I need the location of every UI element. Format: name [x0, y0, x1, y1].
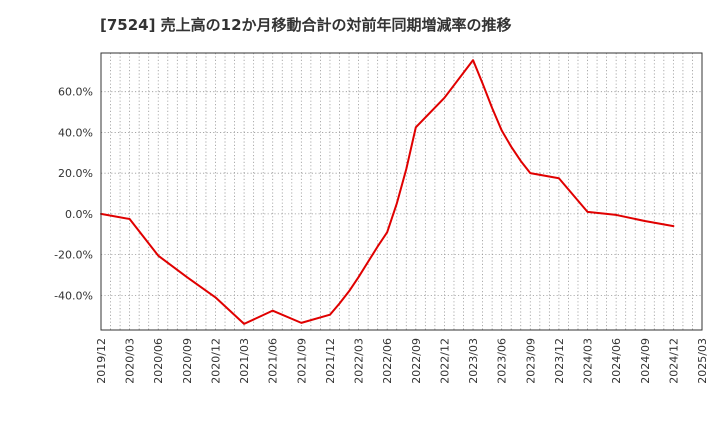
- y-tick-label: 60.0%: [58, 86, 93, 99]
- x-tick-label: 2022/09: [410, 338, 423, 384]
- x-tick-label: 2021/12: [324, 338, 337, 384]
- x-tick-label: 2020/06: [152, 338, 165, 384]
- y-tick-label: -20.0%: [54, 249, 93, 262]
- x-tick-label: 2022/03: [353, 338, 366, 384]
- y-axis-ticks: 60.0% 40.0% 20.0% 0.0% -20.0% -40.0%: [54, 86, 93, 303]
- plot-area: [101, 53, 702, 330]
- chart-title: [7524] 売上高の12か月移動合計の対前年同期増減率の推移: [100, 16, 512, 34]
- x-tick-label: 2024/12: [667, 338, 680, 384]
- y-tick-label: -40.0%: [54, 289, 93, 302]
- x-tick-label: 2024/09: [639, 338, 652, 384]
- x-tick-label: 2025/03: [696, 338, 709, 384]
- x-tick-label: 2021/03: [238, 338, 251, 384]
- x-tick-label: 2021/09: [295, 338, 308, 384]
- series-layer: [100, 59, 675, 325]
- x-tick-label: 2022/06: [381, 338, 394, 384]
- x-tick-label: 2022/12: [438, 338, 451, 384]
- y-tick-label: 0.0%: [65, 208, 93, 221]
- x-tick-label: 2023/06: [496, 338, 509, 384]
- x-tick-label: 2024/06: [610, 338, 623, 384]
- x-tick-label: 2023/03: [467, 338, 480, 384]
- x-tick-label: 2019/12: [95, 338, 108, 384]
- plot-frame: [100, 52, 703, 331]
- x-tick-label: 2020/09: [181, 338, 194, 384]
- x-axis-ticks: 2019/12 2020/03 2020/06 2020/09 2020/12 2021/…: [95, 338, 709, 384]
- x-tick-label: 2023/12: [553, 338, 566, 384]
- series-line: [100, 59, 675, 325]
- x-tick-label: 2020/12: [209, 338, 222, 384]
- x-tick-label: 2021/06: [267, 338, 280, 384]
- y-tick-label: 40.0%: [58, 126, 93, 139]
- x-tick-label: 2020/03: [124, 338, 137, 384]
- x-tick-label: 2023/09: [524, 338, 537, 384]
- y-tick-label: 20.0%: [58, 167, 93, 180]
- x-tick-label: 2024/03: [582, 338, 595, 384]
